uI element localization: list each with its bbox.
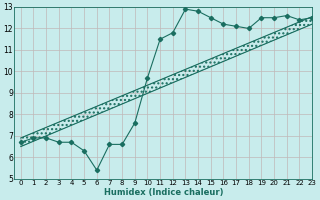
X-axis label: Humidex (Indice chaleur): Humidex (Indice chaleur): [104, 188, 223, 197]
